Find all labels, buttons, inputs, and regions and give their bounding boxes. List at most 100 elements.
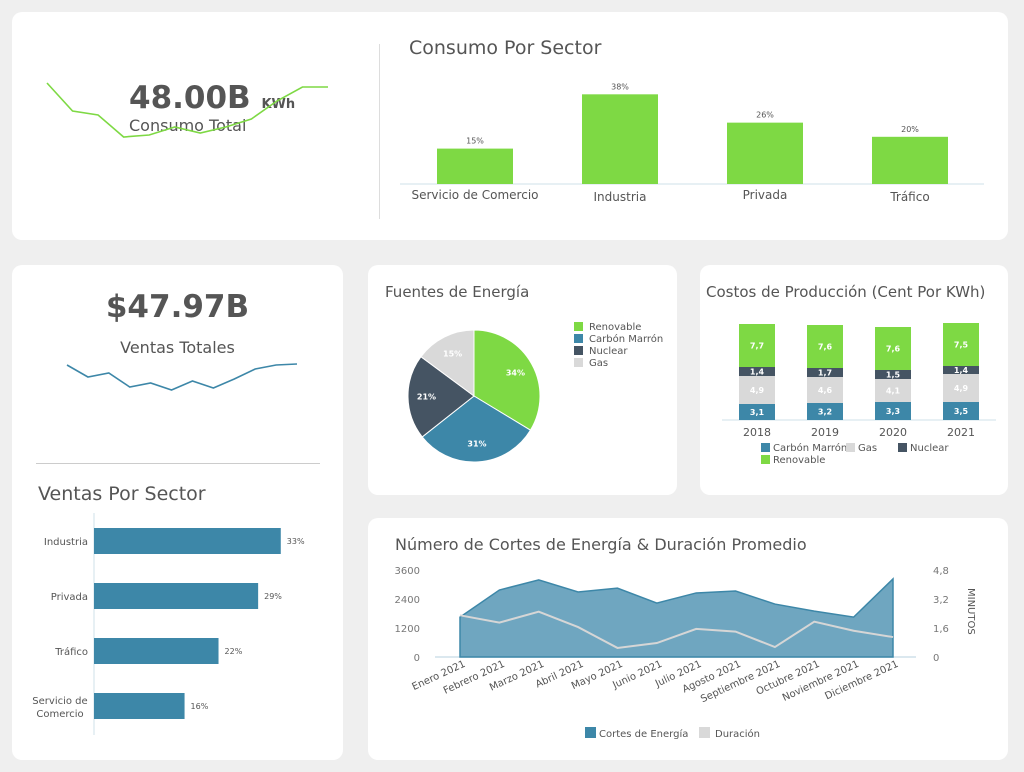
consumo-total-value: 48.00B KWh: [129, 80, 295, 116]
y2-tick-label: 1,6: [933, 624, 949, 635]
y-tick-label: Privada: [51, 592, 88, 603]
y-tick-label: Tráfico: [54, 646, 88, 658]
ventas-sparkline: [66, 363, 298, 391]
y2-tick-label: 0: [933, 653, 939, 664]
bar-label: 38%: [611, 82, 629, 91]
bar-label: 29%: [264, 592, 282, 601]
costos-title: Costos de Producción (Cent Por KWh): [706, 283, 986, 301]
segment-label: 4,9: [954, 384, 969, 393]
pie-slice: [420, 329, 475, 397]
legend-swatch: [574, 334, 583, 343]
bar-segment: [875, 379, 911, 402]
consumo-total-label: Consumo Total: [129, 116, 247, 135]
segment-label: 1,4: [954, 366, 969, 375]
ventas-sparkline-line: [66, 363, 298, 391]
bar-label: 33%: [287, 537, 305, 546]
x-tick-label: 2019: [811, 426, 839, 439]
segment-label: 7,7: [750, 342, 764, 351]
bar-segment: [943, 402, 979, 420]
consumo-card: 48.00B KWh Consumo Total Consumo Por Sec…: [12, 12, 1008, 240]
costos-stacked-chart: 3,1 4,9 1,4 7,7 2018 3,2 4,6 1,7 7,6 2019 3,3 4,1 1,…: [722, 323, 996, 466]
bar-label: 15%: [466, 137, 484, 146]
cortes-card: Número de Cortes de Energía & Duración P…: [368, 518, 1008, 760]
y-tick-label: Comercio: [36, 709, 83, 720]
legend-swatch: [574, 358, 583, 367]
legend-swatch: [761, 455, 770, 464]
fuentes-title: Fuentes de Energía: [385, 283, 530, 301]
legend-label: Gas: [589, 358, 608, 369]
bar-label: 22%: [225, 647, 243, 656]
slice-label: 15%: [443, 350, 462, 359]
consumo-unit: KWh: [261, 97, 296, 112]
ventas-total-label: Ventas Totales: [120, 338, 235, 357]
legend-swatch: [761, 443, 770, 452]
bar: [872, 136, 948, 184]
x-tick-label: Industria: [594, 190, 647, 204]
segment-label: 1,7: [818, 369, 832, 378]
cortes-area: [459, 577, 894, 658]
fuentes-pie-chart: 34% Renovable 31% Carbón Marrón 21% Nuclear 15…: [407, 322, 663, 463]
divider: [36, 463, 320, 464]
segment-label: 7,6: [818, 343, 833, 352]
bar-segment: [739, 404, 775, 420]
pie-slice: [473, 329, 541, 431]
y2-tick-label: 3,2: [933, 595, 949, 606]
legend-label: Carbón Marrón: [589, 333, 663, 345]
y-tick-label: Servicio de: [32, 696, 87, 707]
legend-label: Renovable: [773, 455, 825, 466]
y2-axis-label: MINUTOS: [965, 588, 976, 635]
y-tick-label: 0: [414, 653, 420, 664]
legend-swatch: [699, 727, 710, 738]
consumo-value: 48.00B: [129, 80, 251, 116]
bar-segment: [739, 367, 775, 376]
legend-label: Carbón Marrón: [773, 442, 847, 454]
x-tick-label: 2018: [743, 426, 771, 439]
bar: [94, 528, 281, 554]
x-tick-label: Servicio de Comercio: [411, 188, 538, 202]
cortes-title: Número de Cortes de Energía & Duración P…: [395, 535, 807, 554]
segment-label: 3,3: [886, 407, 900, 416]
bar-label: 20%: [901, 125, 919, 134]
legend-swatch: [585, 727, 596, 738]
segment-label: 1,5: [886, 371, 901, 380]
ventas-card: $47.97B Ventas Totales Ventas Por Sector…: [12, 265, 343, 760]
bar-segment: [875, 327, 911, 370]
segment-label: 4,6: [818, 386, 833, 395]
x-tick-label: 2021: [947, 426, 975, 439]
pie-slice: [421, 395, 532, 463]
segment-label: 4,9: [750, 386, 765, 395]
divider: [379, 44, 380, 219]
segment-label: 3,5: [954, 407, 969, 416]
y-tick-label: 2400: [395, 595, 420, 606]
legend-swatch: [846, 443, 855, 452]
bar-segment: [875, 402, 911, 420]
bar-segment: [943, 323, 979, 366]
fuentes-card: Fuentes de Energía 34% Renovable 31% Carbón…: [368, 265, 677, 495]
slice-label: 31%: [467, 439, 486, 448]
bar-segment: [943, 374, 979, 402]
legend-label: Duración: [715, 728, 760, 740]
segment-label: 3,2: [818, 408, 832, 417]
bar-label: 26%: [756, 111, 774, 120]
bar: [437, 148, 513, 184]
bar-segment: [807, 325, 843, 368]
legend-swatch: [574, 322, 583, 331]
costos-card: Costos de Producción (Cent Por KWh) 3,1 4…: [700, 265, 1008, 495]
x-tick-label: Tráfico: [889, 190, 929, 204]
legend-label: Nuclear: [589, 346, 628, 357]
bar-segment: [739, 324, 775, 367]
bar-segment: [807, 403, 843, 420]
legend-swatch: [574, 346, 583, 355]
bar: [727, 122, 803, 184]
bar-segment: [739, 376, 775, 404]
segment-label: 4,1: [886, 387, 901, 396]
segment-label: 7,5: [954, 341, 969, 350]
bar-segment: [875, 370, 911, 379]
y-tick-label: 3600: [395, 566, 420, 577]
segment-label: 1,4: [750, 368, 765, 377]
legend-label: Nuclear: [910, 443, 949, 454]
bar-segment: [807, 377, 843, 403]
bar: [94, 693, 185, 719]
ventas-sector-title: Ventas Por Sector: [38, 483, 206, 505]
